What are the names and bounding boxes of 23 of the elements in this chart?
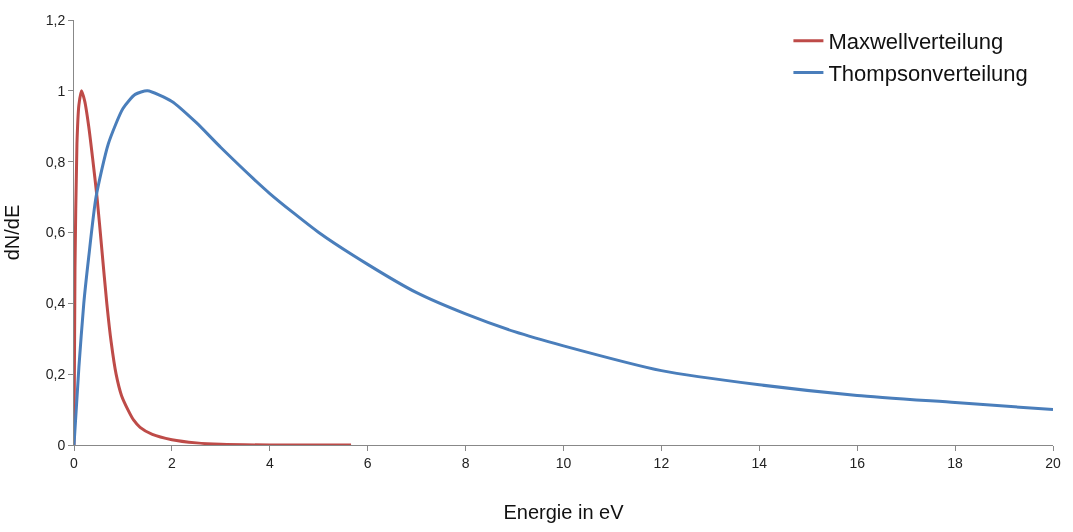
y-tick-label: 1,2 xyxy=(45,11,66,28)
x-tick-label: 0 xyxy=(70,454,79,471)
x-tick-label: 2 xyxy=(168,454,176,471)
x-tick-label: 20 xyxy=(1045,454,1061,471)
y-tick-label: 0,6 xyxy=(45,224,66,241)
x-tick-label: 8 xyxy=(461,454,470,471)
legend-label: Maxwellverteilung xyxy=(828,29,1004,55)
y-tick-label: 1 xyxy=(57,82,66,99)
y-tick-label: 0,4 xyxy=(45,295,66,312)
y-axis-title: dN/dE xyxy=(1,204,24,261)
y-tick-label: 0,2 xyxy=(45,366,66,383)
y-tick-label: 0,8 xyxy=(45,153,66,170)
y-tick-label: 0 xyxy=(57,436,66,453)
x-axis-title: Energie in eV xyxy=(503,501,625,524)
x-tick-label: 12 xyxy=(653,454,670,471)
x-tick-label: 10 xyxy=(555,454,572,471)
x-tick-label: 4 xyxy=(265,454,274,471)
line-series xyxy=(74,89,353,445)
x-tick-label: 6 xyxy=(363,454,372,471)
x-tick-label: 16 xyxy=(849,454,866,471)
x-tick-label: 18 xyxy=(947,454,964,471)
x-tick-label: 14 xyxy=(751,454,768,471)
legend-label: Thompsonverteilung xyxy=(828,60,1028,86)
